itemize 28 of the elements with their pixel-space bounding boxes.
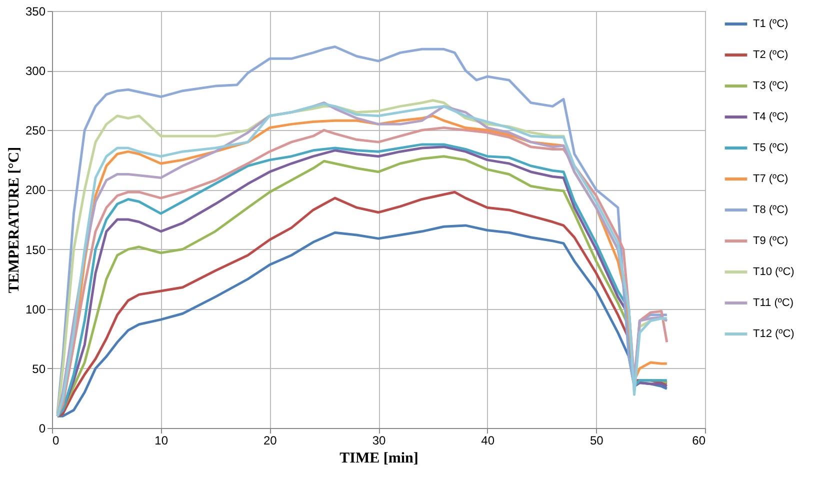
x-tick-label: 60	[692, 434, 706, 448]
y-tick-label: 0	[38, 422, 46, 436]
legend-label: T11 (ºC)	[753, 297, 794, 309]
y-tick-label: 200	[25, 183, 46, 198]
y-tick-label: 50	[32, 362, 46, 376]
legend-label: T4 (ºC)	[753, 111, 788, 123]
legend-label: T8 (ºC)	[753, 204, 788, 216]
y-tick-label: 250	[25, 124, 46, 138]
y-tick-label: 300	[25, 64, 46, 78]
y-tick-label: 100	[25, 302, 46, 316]
y-tick-label: 150	[25, 242, 46, 257]
x-tick-label: 50	[590, 434, 604, 448]
x-tick-label: 10	[154, 434, 168, 448]
x-tick-label: 40	[481, 434, 495, 448]
legend-label: T5 (ºC)	[753, 142, 788, 154]
x-tick-label: 0	[52, 434, 60, 448]
legend-label: T1 (ºC)	[753, 18, 788, 30]
legend-label: T2 (ºC)	[753, 49, 788, 61]
y-tick-label: 350	[25, 4, 46, 18]
legend-label: T7 (ºC)	[753, 173, 788, 185]
legend-label: T10 (ºC)	[753, 266, 794, 278]
x-tick-label: 20	[263, 434, 278, 448]
y-axis-title: TEMPERATURE [°C]	[6, 146, 22, 294]
legend-label: T9 (ºC)	[753, 235, 788, 247]
legend-label: T12 (ºC)	[753, 328, 794, 340]
x-tick-label: 30	[372, 434, 386, 448]
legend-label: T3 (ºC)	[753, 80, 788, 92]
x-axis-title: TIME [min]	[340, 450, 418, 466]
